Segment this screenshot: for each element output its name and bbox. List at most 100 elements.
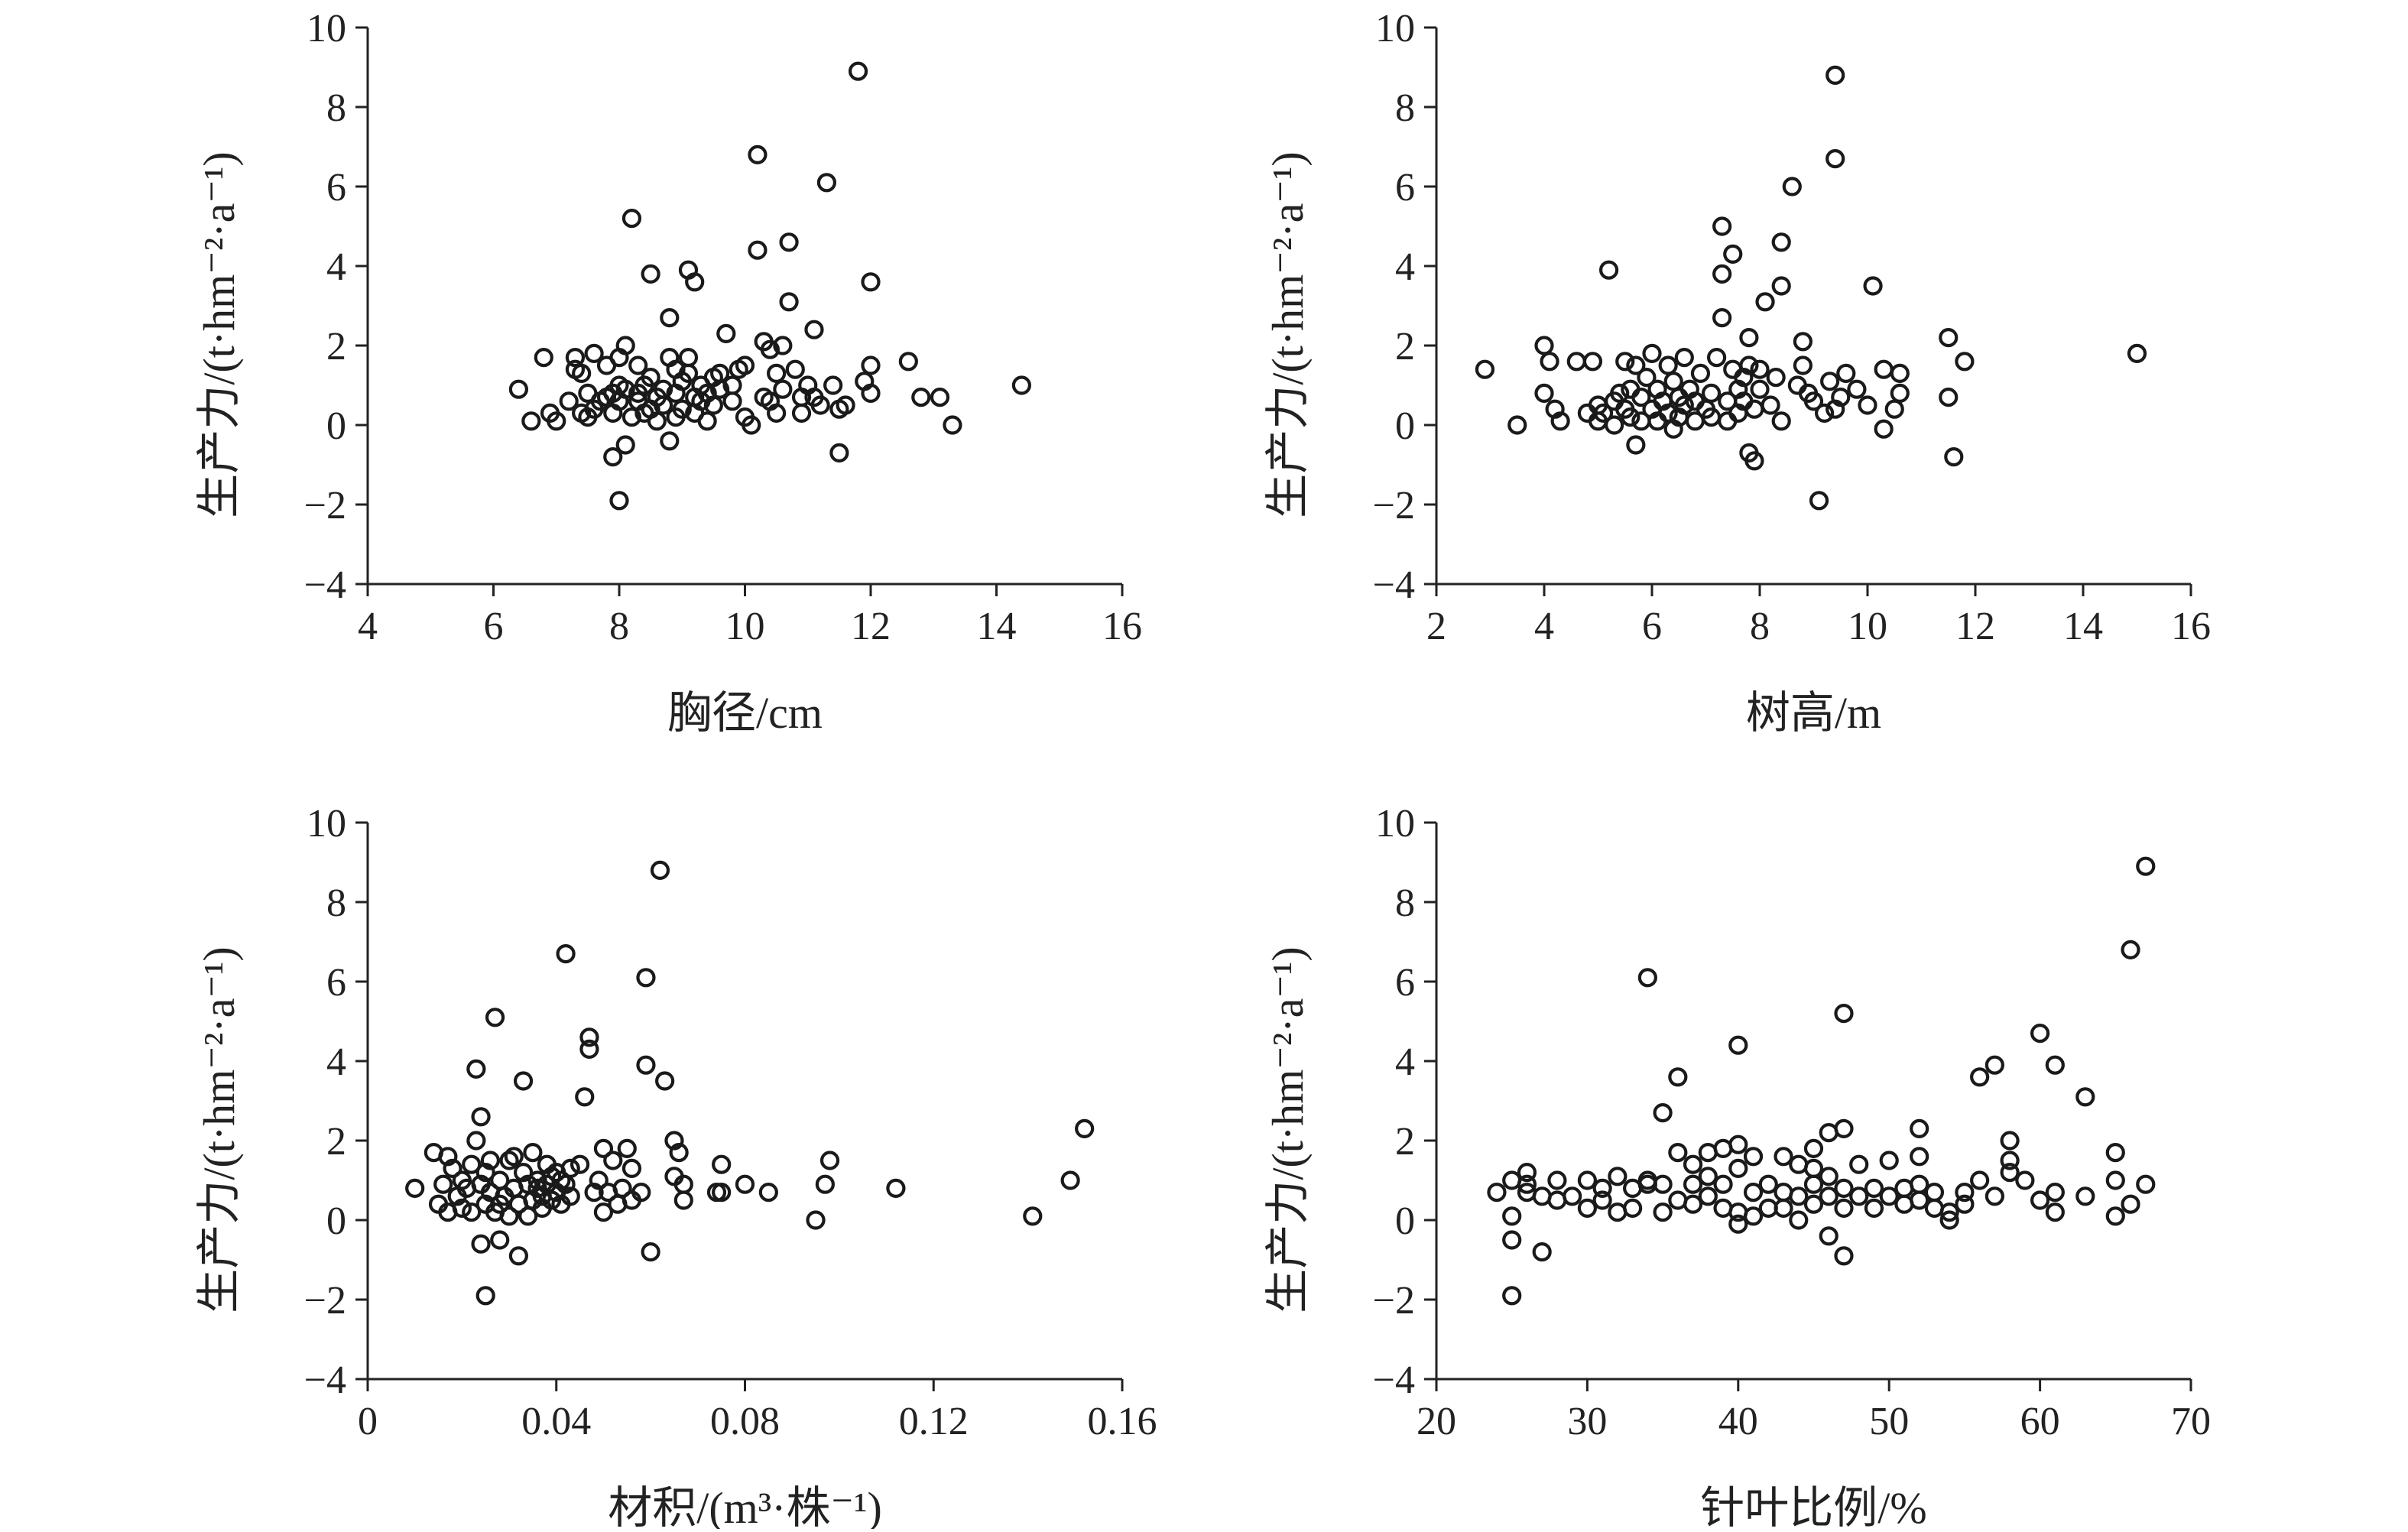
data-point xyxy=(1771,276,1791,296)
data-point xyxy=(628,355,648,375)
data-point xyxy=(1608,1167,1628,1186)
data-point xyxy=(678,363,699,383)
data-point xyxy=(1626,435,1646,455)
x-tick-label: 20 xyxy=(1417,1400,1456,1443)
data-point xyxy=(584,343,604,363)
x-tick-label: 0.04 xyxy=(521,1400,591,1443)
x-tick-label: 16 xyxy=(2171,605,2211,648)
data-point xyxy=(1743,1206,1764,1226)
y-tick-label: 8 xyxy=(1395,881,1415,925)
data-point xyxy=(1890,383,1910,404)
x-tick-label: 2 xyxy=(1426,605,1446,648)
y-axis-title: 生产力/(t·hm⁻²·a⁻¹) xyxy=(1263,151,1313,518)
x-tick-label: 0.16 xyxy=(1088,1400,1157,1443)
data-point xyxy=(556,943,576,964)
data-point xyxy=(1739,355,1759,375)
data-point xyxy=(1540,352,1559,372)
data-point xyxy=(1879,1151,1899,1170)
data-point xyxy=(735,355,755,375)
data-point xyxy=(1984,1055,2004,1075)
data-point xyxy=(943,415,962,435)
data-point xyxy=(2030,1023,2050,1044)
x-tick-label: 50 xyxy=(1869,1400,1909,1443)
data-point xyxy=(815,1174,835,1194)
data-point xyxy=(1592,1190,1612,1210)
data-point xyxy=(1023,1206,1043,1226)
data-point xyxy=(1771,232,1791,252)
data-point xyxy=(2127,343,2147,363)
data-point xyxy=(575,1087,595,1107)
x-tick-label: 4 xyxy=(1534,605,1554,648)
y-tick-label: 0 xyxy=(1395,1199,1415,1243)
data-point xyxy=(559,391,579,411)
data-point xyxy=(1955,1182,1975,1203)
data-point xyxy=(1809,491,1829,511)
data-point xyxy=(1803,1174,1824,1194)
y-tick-label: 2 xyxy=(1395,1120,1415,1164)
data-point xyxy=(641,264,660,284)
data-point xyxy=(1771,411,1791,431)
data-point xyxy=(1577,1170,1597,1190)
data-point xyxy=(773,336,793,355)
y-tick-label: −4 xyxy=(304,1358,346,1402)
data-point xyxy=(1566,352,1586,372)
data-point xyxy=(898,352,918,372)
data-point xyxy=(742,415,761,435)
x-tick-label: 60 xyxy=(2020,1400,2060,1443)
data-point xyxy=(405,1178,425,1199)
data-point xyxy=(1825,149,1845,169)
data-point xyxy=(1698,1167,1718,1186)
data-point xyxy=(499,1206,519,1226)
data-point xyxy=(1723,244,1743,264)
data-point xyxy=(615,379,635,399)
data-point xyxy=(1743,1147,1764,1167)
data-point xyxy=(1819,1186,1838,1206)
y-tick-label: −2 xyxy=(1373,1279,1415,1323)
data-point xyxy=(1847,379,1867,399)
data-point xyxy=(1517,1162,1537,1183)
data-point xyxy=(836,395,855,415)
data-point xyxy=(1728,1158,1748,1179)
data-point xyxy=(603,1151,623,1170)
data-point xyxy=(1534,336,1554,355)
data-point xyxy=(1782,177,1802,196)
scatter-chart-volume: −4 −2 0 2 4 6 8 10 0 0.04 0.08 0.12 0.16 材积/(m³·株⁻¹) 生… xyxy=(194,802,1157,1532)
data-point xyxy=(1615,352,1635,372)
data-point xyxy=(1728,1134,1748,1154)
data-point xyxy=(655,1071,675,1091)
data-point xyxy=(886,1178,906,1199)
data-point xyxy=(593,1202,614,1222)
data-point xyxy=(1075,1118,1095,1139)
data-point xyxy=(1750,359,1770,379)
data-point xyxy=(1874,419,1894,439)
x-tick-label: 12 xyxy=(1955,605,1995,648)
data-point xyxy=(1910,1118,1929,1139)
data-point xyxy=(615,336,635,355)
data-point xyxy=(551,1170,571,1190)
data-point xyxy=(584,1182,604,1203)
data-point xyxy=(1712,308,1732,328)
x-tick-label: 4 xyxy=(358,605,378,648)
data-point xyxy=(621,407,642,427)
data-point xyxy=(760,339,780,359)
data-point xyxy=(1728,1035,1748,1055)
data-point xyxy=(829,443,849,463)
x-tick-label: 14 xyxy=(977,605,1017,648)
y-tick-label: −4 xyxy=(1373,1358,1415,1402)
data-point xyxy=(779,232,799,252)
y-axis-title: 生产力/(t·hm⁻²·a⁻¹) xyxy=(194,151,244,518)
y-axis-title: 生产力/(t·hm⁻²·a⁻¹) xyxy=(194,946,244,1313)
data-point xyxy=(641,1242,660,1262)
x-axis-title: 针叶比例/% xyxy=(1700,1483,1926,1529)
data-point xyxy=(636,968,656,988)
x-tick-label: 6 xyxy=(1642,605,1662,648)
y-tick-label: 8 xyxy=(326,86,346,130)
y-tick-label: 0 xyxy=(326,1199,346,1243)
data-point xyxy=(636,1055,656,1075)
data-point xyxy=(767,403,787,424)
data-point xyxy=(819,1151,840,1170)
data-point xyxy=(2105,1142,2125,1163)
data-point xyxy=(1820,372,1840,391)
y-tick-label: 4 xyxy=(326,245,346,289)
